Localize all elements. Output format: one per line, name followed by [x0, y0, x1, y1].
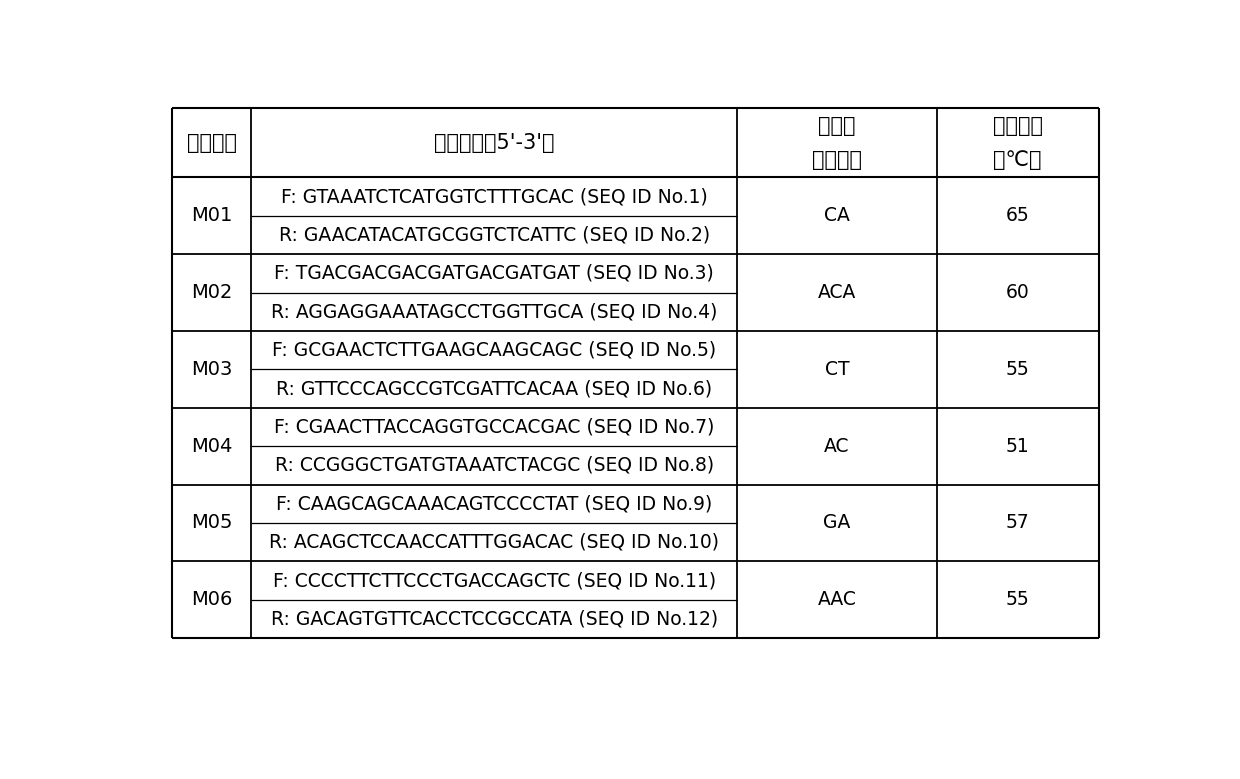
Text: CT: CT — [825, 360, 849, 379]
Text: F: TGACGACGACGATGACGATGAT (SEQ ID No.3): F: TGACGACGACGATGACGATGAT (SEQ ID No.3) — [274, 264, 714, 283]
Text: M03: M03 — [191, 360, 232, 379]
Text: R: GTTCCCAGCCGTCGATTCACAA (SEQ ID No.6): R: GTTCCCAGCCGTCGATTCACAA (SEQ ID No.6) — [277, 379, 712, 398]
Text: AAC: AAC — [817, 590, 857, 609]
Text: M04: M04 — [191, 437, 232, 456]
Text: F: CAAGCAGCAAACAGTCCCCTAT (SEQ ID No.9): F: CAAGCAGCAAACAGTCCCCTAT (SEQ ID No.9) — [277, 494, 712, 513]
Text: M02: M02 — [191, 283, 232, 302]
Text: M06: M06 — [191, 590, 232, 609]
Text: 重复单元: 重复单元 — [812, 150, 862, 170]
Text: F: CGAACTTACCAGGTGCCACGAC (SEQ ID No.7): F: CGAACTTACCAGGTGCCACGAC (SEQ ID No.7) — [274, 418, 714, 436]
Text: 退火温度: 退火温度 — [993, 116, 1043, 136]
Text: ACA: ACA — [818, 283, 856, 302]
Text: 65: 65 — [1006, 206, 1029, 225]
Text: 60: 60 — [1006, 283, 1029, 302]
Text: 引物名称: 引物名称 — [187, 133, 237, 153]
Text: F: GTAAATCTCATGGTCTTTGCAC (SEQ ID No.1): F: GTAAATCTCATGGTCTTTGCAC (SEQ ID No.1) — [280, 187, 708, 206]
Text: （℃）: （℃） — [993, 150, 1042, 170]
Text: R: ACAGCTCCAACCATTTGGACAC (SEQ ID No.10): R: ACAGCTCCAACCATTTGGACAC (SEQ ID No.10) — [269, 533, 719, 552]
Text: R: GACAGTGTTCACCTCCGCCATA (SEQ ID No.12): R: GACAGTGTTCACCTCCGCCATA (SEQ ID No.12) — [270, 609, 718, 629]
Text: 51: 51 — [1006, 437, 1029, 456]
Text: GA: GA — [823, 513, 851, 533]
Text: CA: CA — [825, 206, 849, 225]
Text: 55: 55 — [1006, 590, 1029, 609]
Text: R: AGGAGGAAATAGCCTGGTTGCA (SEQ ID No.4): R: AGGAGGAAATAGCCTGGTTGCA (SEQ ID No.4) — [272, 302, 718, 321]
Text: 57: 57 — [1006, 513, 1029, 533]
Text: R: CCGGGCTGATGTAAATCTACGC (SEQ ID No.8): R: CCGGGCTGATGTAAATCTACGC (SEQ ID No.8) — [275, 456, 714, 475]
Text: 微卫星: 微卫星 — [818, 116, 856, 136]
Text: F: GCGAACTCTTGAAGCAAGCAGC (SEQ ID No.5): F: GCGAACTCTTGAAGCAAGCAGC (SEQ ID No.5) — [272, 340, 717, 360]
Text: M01: M01 — [191, 206, 232, 225]
Text: 引物序列（5'-3'）: 引物序列（5'-3'） — [434, 133, 554, 153]
Text: AC: AC — [825, 437, 849, 456]
Text: F: CCCCTTCTTCCCTGACCAGCTC (SEQ ID No.11): F: CCCCTTCTTCCCTGACCAGCTC (SEQ ID No.11) — [273, 571, 715, 590]
Text: 55: 55 — [1006, 360, 1029, 379]
Text: M05: M05 — [191, 513, 232, 533]
Text: R: GAACATACATGCGGTCTCATTC (SEQ ID No.2): R: GAACATACATGCGGTCTCATTC (SEQ ID No.2) — [279, 226, 709, 245]
